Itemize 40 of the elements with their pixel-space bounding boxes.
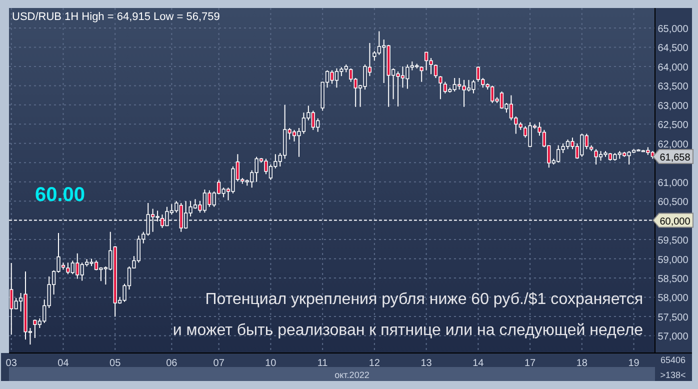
y-tick-label: 58,000 [658,293,689,304]
candlestick [420,66,424,82]
y-tick-label: 57,000 [658,332,689,343]
y-tick-label: 63,000 [658,100,689,112]
x-tick-label: 13 [420,358,432,369]
x-tick-label: 07 [213,358,225,369]
x-tick-label: 12 [368,358,380,369]
annotation: 60.00 [35,184,86,206]
y-tick-label: 61,000 [658,178,689,189]
x-tick-label: 06 [166,358,178,369]
x-tick-label: 11 [317,358,328,369]
ref-line-label: 60,000 [660,216,691,228]
chart-title: USD/RUB 1H High = 64,915 Low = 56,759 [12,11,220,23]
text: окт.2022 [334,370,370,380]
candlestick [438,76,442,100]
x-tick-label: 17 [524,358,536,369]
y-tick-label: 62,000 [658,139,689,150]
text: >138< [660,370,686,380]
y-tick-label: 64,500 [658,43,689,54]
y-tick-label: 65,000 [658,24,689,35]
y-tick-label: 58,500 [658,274,689,285]
x-tick-label: 19 [628,358,640,369]
y-tick-label: 60,500 [658,197,689,208]
x-tick-label: 05 [110,358,122,369]
y-tick-label: 62,500 [658,120,689,132]
text: 65406 [660,355,686,365]
y-tick-label: 59,000 [658,254,689,266]
y-tick-label: 57,500 [658,312,689,324]
candlestick [434,64,438,78]
x-tick-label: 10 [265,358,277,369]
x-tick-label: 18 [576,358,588,369]
annotation: и может быть реализован к пятнице или на следующей неделе [172,322,644,339]
x-tick-label: 03 [6,358,18,369]
y-tick-label: 59,500 [658,236,689,247]
y-tick-label: 63,500 [658,82,689,93]
x-tick-label: 04 [58,358,70,369]
x-tick-label: 14 [472,358,484,369]
y-tick-label: 64,000 [658,62,689,74]
annotation: 61,658 [660,152,691,164]
annotation: Потенциал укрепления рубля ниже 60 руб./$1 сохраняется [205,291,643,308]
